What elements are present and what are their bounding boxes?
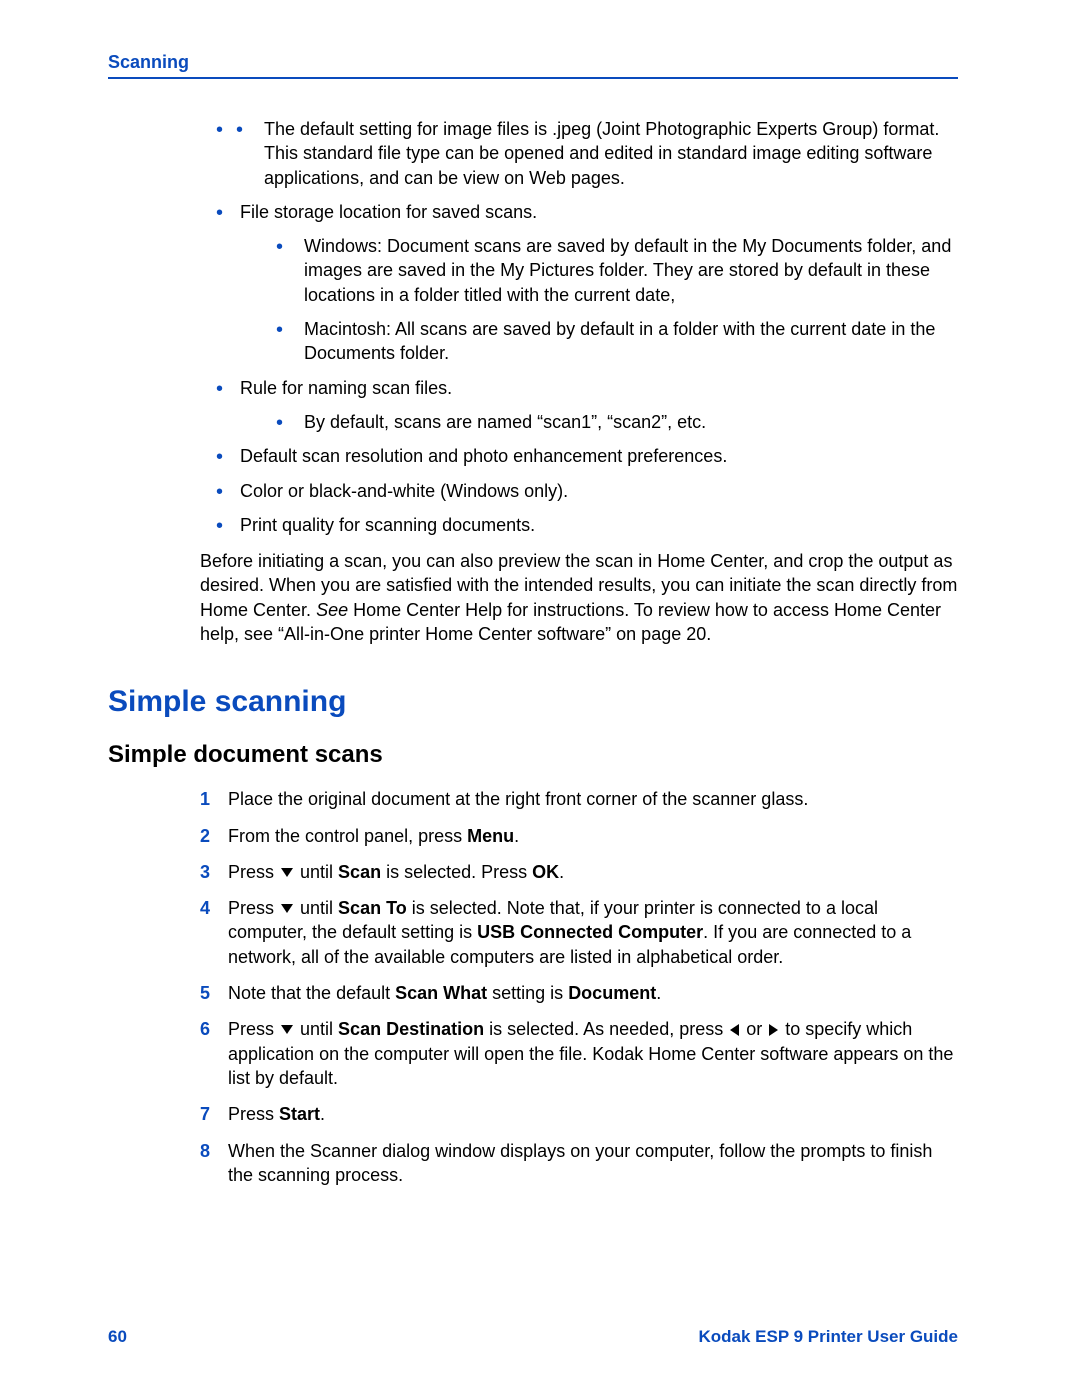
list-item: Rule for naming scan files. By default, … (200, 376, 958, 435)
list-item: .nobullet::before{display:none!important… (200, 117, 958, 190)
bullet-text: File storage location for saved scans. (240, 202, 537, 222)
list-item: File storage location for saved scans. W… (200, 200, 958, 366)
guide-title: Kodak ESP 9 Printer User Guide (699, 1327, 959, 1347)
bold-text: Scan To (338, 898, 407, 918)
step-item: 1 Place the original document at the rig… (200, 787, 958, 811)
left-arrow-icon (730, 1024, 739, 1036)
nested-list: The default setting for image files is .… (224, 117, 958, 190)
step-text: Press (228, 1104, 279, 1124)
bullet-text: Print quality for scanning documents. (240, 515, 535, 535)
paragraph: Before initiating a scan, you can also p… (108, 549, 958, 646)
step-item: 6 Press until Scan Destination is select… (200, 1017, 958, 1090)
document-page: Scanning .nobullet::before{display:none!… (0, 0, 1080, 1397)
bullet-list: File storage location for saved scans. W… (200, 200, 958, 537)
page-header: Scanning (108, 52, 958, 79)
steps-list: 1 Place the original document at the rig… (200, 787, 958, 1187)
step-item: 4 Press until Scan To is selected. Note … (200, 896, 958, 969)
down-arrow-icon (281, 904, 293, 913)
step-text: or (741, 1019, 767, 1039)
bold-text: Scan Destination (338, 1019, 484, 1039)
step-number: 3 (200, 860, 210, 884)
step-number: 4 (200, 896, 210, 920)
step-item: 3 Press until Scan is selected. Press OK… (200, 860, 958, 884)
bold-text: Menu (467, 826, 514, 846)
section-heading: Simple scanning (108, 682, 958, 723)
page-body: .nobullet::before{display:none!important… (108, 117, 958, 1187)
step-text: Press (228, 898, 279, 918)
bullet-text: Windows: Document scans are saved by def… (304, 236, 951, 305)
step-text: . (320, 1104, 325, 1124)
step-text: When the Scanner dialog window displays … (228, 1141, 932, 1185)
step-number: 1 (200, 787, 210, 811)
step-text: is selected. Press (381, 862, 532, 882)
bold-text: USB Connected Computer (477, 922, 703, 942)
step-number: 5 (200, 981, 210, 1005)
step-number: 2 (200, 824, 210, 848)
bold-text: Document (568, 983, 656, 1003)
step-text: . (559, 862, 564, 882)
list-item: Print quality for scanning documents. (200, 513, 958, 537)
page-number: 60 (108, 1327, 127, 1347)
italic-text: See (316, 600, 348, 620)
nested-list: By default, scans are named “scan1”, “sc… (264, 410, 958, 434)
bullet-text: Color or black-and-white (Windows only). (240, 481, 568, 501)
down-arrow-icon (281, 868, 293, 877)
subsection-heading: Simple document scans (108, 739, 958, 771)
list-item: Windows: Document scans are saved by def… (264, 234, 958, 307)
step-item: 8 When the Scanner dialog window display… (200, 1139, 958, 1188)
bold-text: Scan (338, 862, 381, 882)
list-item: The default setting for image files is .… (224, 117, 958, 190)
step-text: is selected. As needed, press (484, 1019, 728, 1039)
step-text: . (514, 826, 519, 846)
step-text: until (295, 1019, 338, 1039)
step-number: 6 (200, 1017, 210, 1041)
bullet-text: The default setting for image files is .… (264, 119, 939, 188)
list-item: Macintosh: All scans are saved by defaul… (264, 317, 958, 366)
down-arrow-icon (281, 1025, 293, 1034)
list-item: Color or black-and-white (Windows only). (200, 479, 958, 503)
step-text: Press (228, 862, 279, 882)
step-text: Note that the default (228, 983, 395, 1003)
step-item: 7 Press Start. (200, 1102, 958, 1126)
step-number: 7 (200, 1102, 210, 1126)
bullet-text: Rule for naming scan files. (240, 378, 452, 398)
step-text: until (295, 862, 338, 882)
right-arrow-icon (769, 1024, 778, 1036)
step-text: . (656, 983, 661, 1003)
header-section-title: Scanning (108, 52, 189, 72)
step-text: until (295, 898, 338, 918)
list-item: By default, scans are named “scan1”, “sc… (264, 410, 958, 434)
bold-text: OK (532, 862, 559, 882)
step-text: From the control panel, press (228, 826, 467, 846)
bullet-text: Default scan resolution and photo enhanc… (240, 446, 727, 466)
bold-text: Scan What (395, 983, 487, 1003)
nested-list: Windows: Document scans are saved by def… (264, 234, 958, 365)
bullet-text: By default, scans are named “scan1”, “sc… (304, 412, 706, 432)
top-bullet-list: .nobullet::before{display:none!important… (200, 117, 958, 190)
step-text: Press (228, 1019, 279, 1039)
step-item: 5 Note that the default Scan What settin… (200, 981, 958, 1005)
step-text: Place the original document at the right… (228, 789, 808, 809)
bold-text: Start (279, 1104, 320, 1124)
step-item: 2 From the control panel, press Menu. (200, 824, 958, 848)
step-text: setting is (487, 983, 568, 1003)
step-number: 8 (200, 1139, 210, 1163)
bullet-text: Macintosh: All scans are saved by defaul… (304, 319, 935, 363)
list-item: Default scan resolution and photo enhanc… (200, 444, 958, 468)
page-footer: 60 Kodak ESP 9 Printer User Guide (108, 1327, 958, 1347)
